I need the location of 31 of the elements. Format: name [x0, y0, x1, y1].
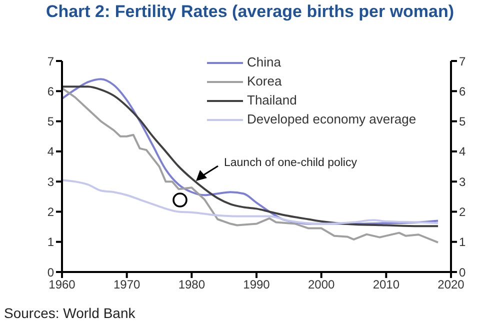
y-tick-label: 6	[47, 84, 54, 98]
y-tick-label: 3	[47, 174, 54, 189]
x-tick-label: 2020	[438, 278, 465, 292]
legend-label: Developed economy average	[247, 111, 416, 126]
source-note: Sources: World Bank	[4, 305, 136, 321]
legend-label: China	[247, 54, 282, 70]
annotation: Launch of one-child policy	[224, 157, 358, 170]
y2-tick-label: 3	[459, 174, 466, 189]
y-tick-label: 1	[47, 235, 54, 250]
y-tick-label: 4	[47, 144, 54, 159]
y-tick-label: 0	[47, 265, 54, 280]
x-tick-label: 1990	[243, 278, 270, 292]
y2-tick-label: 7	[459, 54, 466, 68]
line-series	[62, 179, 440, 225]
y-tick-label: 2	[47, 204, 54, 219]
y2-tick-label: 2	[459, 204, 466, 219]
y2-tick-label: 4	[459, 144, 466, 159]
chart-title: Chart 2: Fertility Rates (average births per woman)	[44, 2, 456, 22]
y2-tick-label: 0	[459, 265, 466, 280]
x-tick-label: 2010	[372, 278, 400, 292]
y2-tick-label: 1	[459, 235, 466, 250]
y-tick-label: 7	[47, 54, 54, 68]
x-tick-label: 1970	[113, 278, 141, 292]
legend-label: Korea	[247, 73, 282, 88]
y2-tick-label: 6	[459, 84, 466, 98]
legend-label: Thailand	[247, 92, 297, 108]
x-tick-label: 1980	[178, 278, 206, 292]
x-tick-label: 2000	[308, 278, 336, 292]
y-tick-label: 5	[47, 114, 54, 129]
x-tick-label: 1960	[48, 278, 76, 292]
y2-tick-label: 5	[459, 114, 466, 129]
